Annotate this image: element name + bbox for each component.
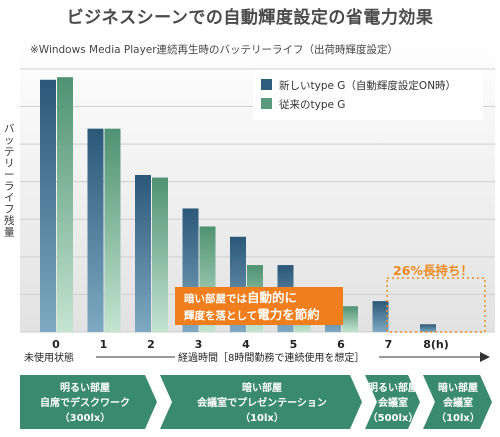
x-axis: 未使用状態 経過時間［8時間勤務で連続使用を想定］ — [20, 350, 490, 364]
x-tick-label-3: 3 — [195, 338, 203, 351]
x-tick-label-2: 2 — [147, 338, 155, 351]
legend-label-old: 従来のtype G — [279, 98, 345, 111]
bar-new-8 — [420, 324, 436, 332]
env-4-line3: （10lx） — [436, 411, 480, 424]
y-axis-label-char: 量 — [4, 227, 15, 239]
chart-title: ビジネスシーンでの自動輝度設定の省電力効果 — [66, 8, 434, 28]
annotation-bg — [175, 287, 343, 325]
bars — [40, 77, 436, 332]
x-axis-start-bg — [20, 350, 96, 364]
env-3-line3: （500lx） — [368, 411, 419, 424]
y-axis-label-char: ラ — [4, 181, 15, 193]
env-arrow-4 — [423, 375, 492, 429]
y-axis-label-char: バ — [4, 123, 15, 135]
y-axis-label-char: ッ — [4, 135, 15, 147]
annotation-line1-b: 自動的に — [247, 290, 297, 305]
x-axis-arrow-icon — [480, 352, 490, 362]
legend: 新しいtype G（自動輝度設定ON時） 従来のtype G — [253, 70, 483, 120]
y-axis-label: バッテリーライフ残量 — [4, 123, 15, 239]
env-3-line1: 明るい部屋 — [368, 381, 418, 394]
legend-label-new: 新しいtype G（自動輝度設定ON時） — [279, 79, 456, 92]
bar-new-2 — [135, 174, 151, 332]
legend-box — [253, 70, 483, 120]
annotation-line2: 輝度を落として電力を節約 — [184, 307, 320, 322]
chart-subtitle: ※Windows Media Player連続再生時のバッテリーライフ（出荷時輝… — [30, 43, 398, 56]
env-4-line1: 暗い部屋 — [438, 381, 478, 394]
bar-new-0 — [40, 79, 56, 332]
environment-arrows: 明るい部屋 自席でデスクワーク （300lx） 暗い部屋 会議室でプレゼンテーシ… — [20, 375, 492, 429]
env-2-line2: 会議室でプレゼンテーション — [197, 396, 327, 409]
callout-dotted-box — [386, 277, 486, 333]
y-axis-label-char: テ — [4, 146, 15, 158]
y-axis-label-char: イ — [4, 192, 15, 204]
x-axis-start-label: 未使用状態 — [24, 351, 74, 364]
bar-old-1 — [104, 128, 121, 332]
y-axis-label-char: ー — [4, 169, 15, 181]
env-1-line1: 明るい部屋 — [60, 381, 110, 394]
x-tick-label-8: 8(h) — [423, 338, 449, 351]
legend-swatch-new — [261, 79, 272, 90]
x-tick-label-0: 0 — [52, 338, 60, 351]
annotation-line2-b: 電力を節約 — [257, 307, 320, 322]
bar-new-1 — [87, 128, 104, 332]
x-axis-elapsed-bg — [175, 350, 379, 364]
y-axis-label-char: リ — [4, 158, 15, 170]
annotation-line2-a: 輝度を落として — [184, 309, 257, 322]
bar-old-6 — [342, 306, 358, 332]
bar-new-7 — [372, 301, 389, 332]
annotation-line1: 暗い部屋では自動的に — [184, 290, 297, 305]
x-tick-labels: 0 1 2 3 4 5 6 7 8(h) — [52, 338, 449, 351]
env-1-line3: （300lx） — [60, 411, 111, 424]
env-1-line2: 自席でデスクワーク — [40, 396, 130, 409]
x-tick-label-7: 7 — [385, 338, 393, 351]
x-tick-label-6: 6 — [337, 338, 345, 351]
annotation-box: 暗い部屋では自動的に 輝度を落として電力を節約 — [175, 287, 343, 325]
env-arrow-2 — [160, 375, 362, 429]
x-tick-label-5: 5 — [290, 338, 298, 351]
env-3-line2: 会議室 — [378, 396, 408, 409]
y-axis-label-char: 残 — [4, 214, 15, 227]
env-2-line3: （10lx） — [240, 411, 284, 424]
bar-old-0 — [57, 77, 73, 332]
legend-swatch-old — [261, 98, 272, 109]
env-arrow-3 — [365, 375, 420, 429]
env-4-line2: 会議室 — [443, 396, 473, 409]
x-axis-elapsed-label: 経過時間［8時間勤務で連続使用を想定］ — [178, 351, 364, 364]
x-tick-label-1: 1 — [100, 338, 108, 351]
callout-text: 26%長持ち！ — [393, 263, 473, 278]
bar-old-2 — [152, 177, 168, 332]
y-axis-label-char: フ — [4, 204, 15, 216]
env-arrow-1 — [20, 375, 157, 429]
annotation-line1-a: 暗い部屋では — [184, 292, 247, 305]
env-2-line1: 暗い部屋 — [242, 381, 282, 394]
x-tick-label-4: 4 — [242, 338, 250, 351]
